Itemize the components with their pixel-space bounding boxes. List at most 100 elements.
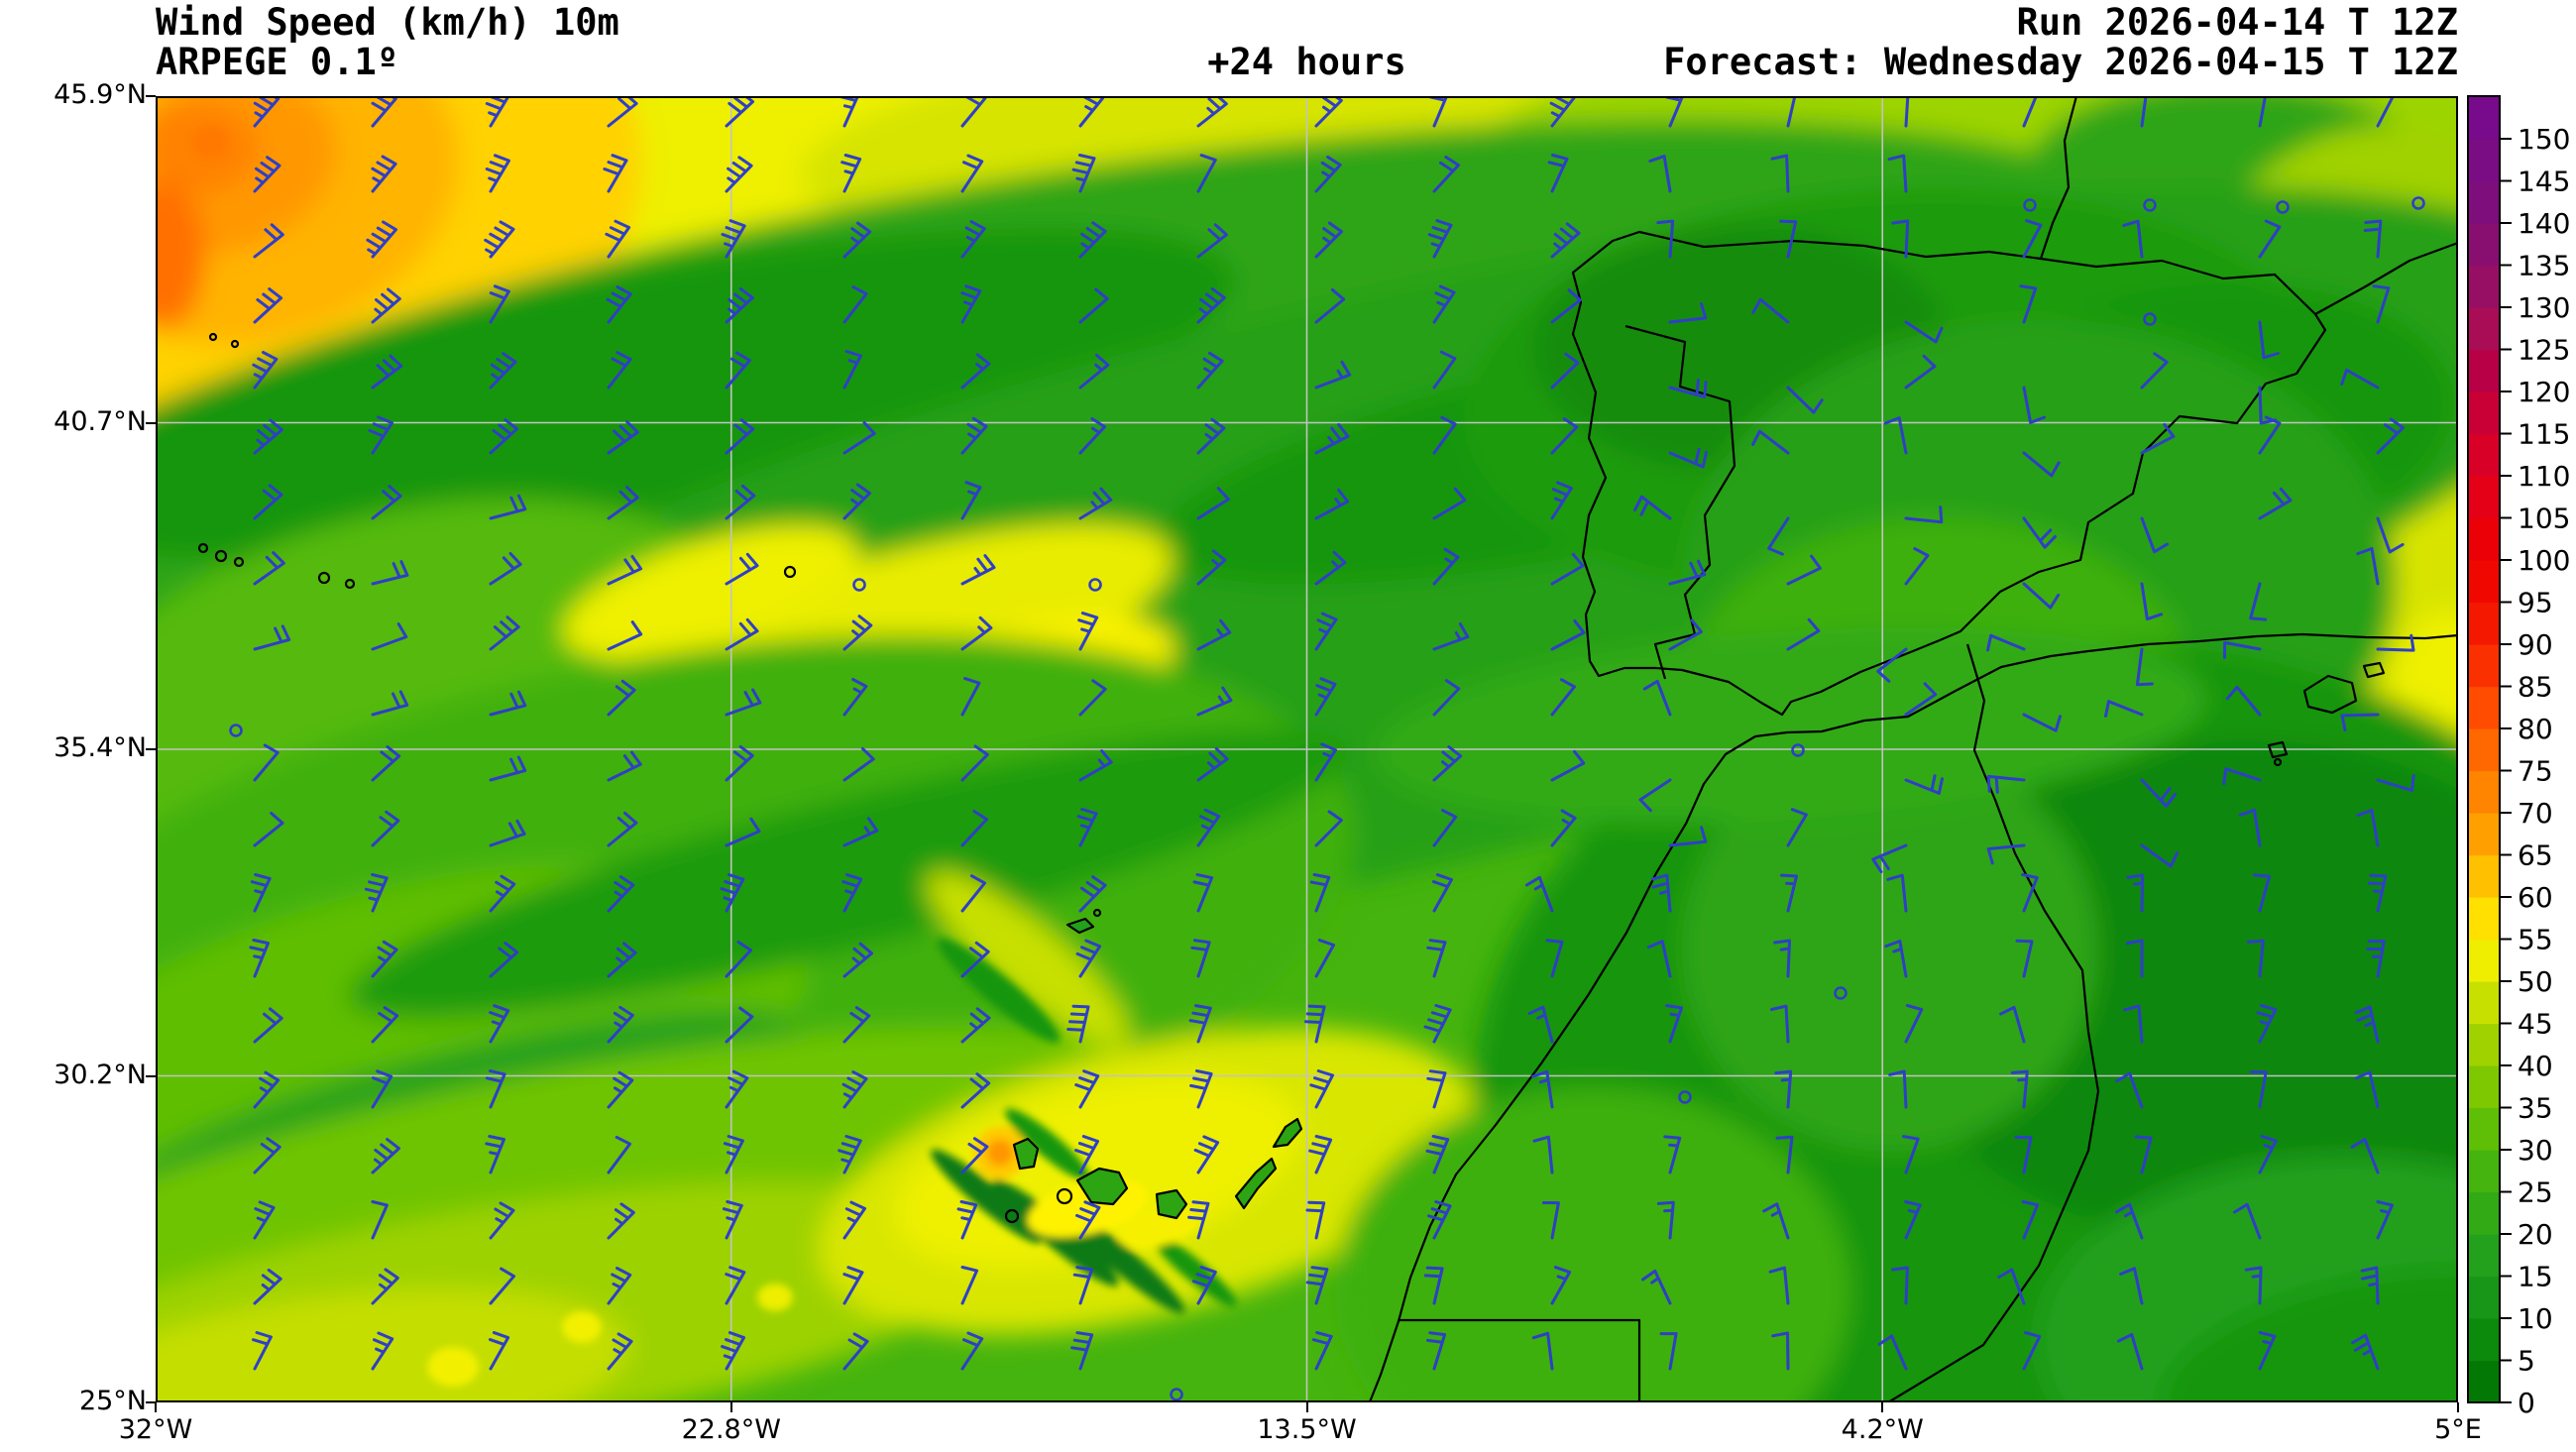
wind-barb — [606, 285, 632, 324]
wind-barb — [842, 1200, 866, 1240]
wind-barb — [1887, 154, 1908, 193]
wind-barb — [725, 484, 756, 520]
wind-barb — [1904, 320, 1944, 344]
wind-barb — [960, 481, 982, 520]
wind-barb — [1986, 774, 2026, 794]
wind-barb — [1311, 1331, 1333, 1371]
wind-barb — [2253, 873, 2271, 913]
wind-barb — [489, 690, 527, 717]
calm-wind-circle — [1170, 1388, 1183, 1401]
wind-barb — [1427, 1200, 1452, 1240]
wind-barb — [607, 1267, 632, 1305]
wind-barb — [2356, 809, 2380, 847]
wind-barb — [2360, 1266, 2380, 1305]
colorbar-segment — [2468, 1276, 2500, 1319]
plot-border — [156, 96, 2458, 1402]
wind-barb — [2376, 633, 2415, 652]
wind-barb — [1423, 1004, 1452, 1044]
colorbar-segment — [2468, 560, 2500, 604]
calm-wind-circle — [2411, 196, 2425, 210]
colorbar-tick-label: 70 — [2518, 797, 2553, 830]
wind-barb — [2022, 516, 2057, 549]
wind-barb — [2258, 1135, 2278, 1174]
wind-barb — [2126, 873, 2145, 913]
wind-barb — [1769, 1004, 1790, 1044]
wind-barb — [1550, 417, 1579, 455]
wind-barb — [1550, 678, 1576, 717]
wind-barb — [1196, 351, 1224, 390]
wind-barb — [960, 284, 982, 324]
wind-barb — [253, 223, 284, 259]
wind-barb — [1314, 422, 1350, 455]
wind-barb — [489, 755, 527, 782]
wind-barb — [484, 220, 515, 259]
x-axis-tickmark — [1881, 1402, 1884, 1412]
y-axis-tick-label: 30.2°N — [54, 1059, 147, 1090]
wind-barb — [2022, 1331, 2042, 1371]
wind-barb — [725, 1006, 754, 1044]
wind-barb — [960, 744, 989, 782]
wind-barb — [1432, 679, 1461, 717]
coastline-path — [2314, 241, 2458, 315]
wind-barb — [1423, 1266, 1444, 1305]
wind-barb — [842, 817, 879, 847]
colorbar-tick-label: 135 — [2518, 250, 2570, 282]
wind-barb — [489, 494, 527, 520]
wind-barb — [371, 1200, 389, 1240]
colorbar-tick-label: 65 — [2518, 839, 2553, 872]
colorbar-segment — [2468, 139, 2500, 182]
wind-barb — [2140, 843, 2180, 868]
colorbar-segment — [2468, 981, 2500, 1025]
wind-barb — [2140, 516, 2169, 554]
wind-barb — [960, 1072, 991, 1109]
colorbar-segment — [2468, 770, 2500, 814]
wind-barb — [1432, 622, 1470, 651]
colorbar-scale: 0 5 10 15 20 25 30 35 40 45 50 55 60 65 70 75 80 85 90 95 10… — [2467, 95, 2570, 1419]
wind-barb — [1196, 154, 1217, 193]
colorbar-segment — [2468, 1107, 2500, 1151]
wind-barb — [1309, 873, 1331, 913]
wind-barb — [489, 352, 517, 390]
wind-barb — [1078, 287, 1109, 324]
wind-barb — [253, 624, 291, 651]
calm-wind-circle — [229, 724, 243, 737]
colorbar-segment — [2468, 1150, 2500, 1193]
wind-barb — [1550, 288, 1582, 324]
wind-barb — [607, 96, 638, 128]
colorbar-tick-label: 40 — [2518, 1050, 2553, 1082]
wind-barb — [720, 873, 745, 913]
wind-barb — [2134, 1135, 2153, 1174]
wind-barb — [489, 819, 526, 847]
wind-barb — [1425, 1331, 1447, 1371]
wind-barb — [2022, 582, 2061, 610]
wind-barb — [607, 1332, 633, 1371]
wind-barb — [1904, 1200, 1922, 1240]
wind-barb — [253, 812, 284, 847]
colorbar-segment — [2468, 1360, 2500, 1403]
wind-barb — [607, 420, 639, 455]
wind-barb — [2140, 778, 2178, 808]
wind-barb — [2246, 939, 2265, 978]
wind-barb — [1904, 774, 1944, 795]
wind-barb — [1550, 749, 1586, 782]
wind-barb — [842, 746, 875, 782]
colorbar-tick-label: 100 — [2518, 544, 2570, 577]
wind-barb — [1891, 1266, 1909, 1305]
lead-time-label: +24 hours — [1207, 41, 1406, 83]
wind-barb — [489, 1331, 510, 1371]
island-outline — [2273, 757, 2283, 767]
wind-barb — [723, 1135, 744, 1174]
wind-barb — [960, 810, 988, 847]
wind-barb — [371, 287, 401, 324]
wind-barb — [721, 219, 746, 259]
wind-barb — [1314, 155, 1342, 193]
wind-barb — [371, 560, 409, 586]
wind-barb — [2244, 1266, 2263, 1305]
wind-barb — [960, 874, 986, 913]
wind-barb — [371, 96, 397, 128]
wind-barb — [2135, 647, 2154, 687]
coastline-path — [2039, 96, 2078, 260]
wind-barb — [371, 1138, 400, 1174]
wind-barb — [607, 620, 643, 651]
wind-barb — [253, 156, 281, 193]
